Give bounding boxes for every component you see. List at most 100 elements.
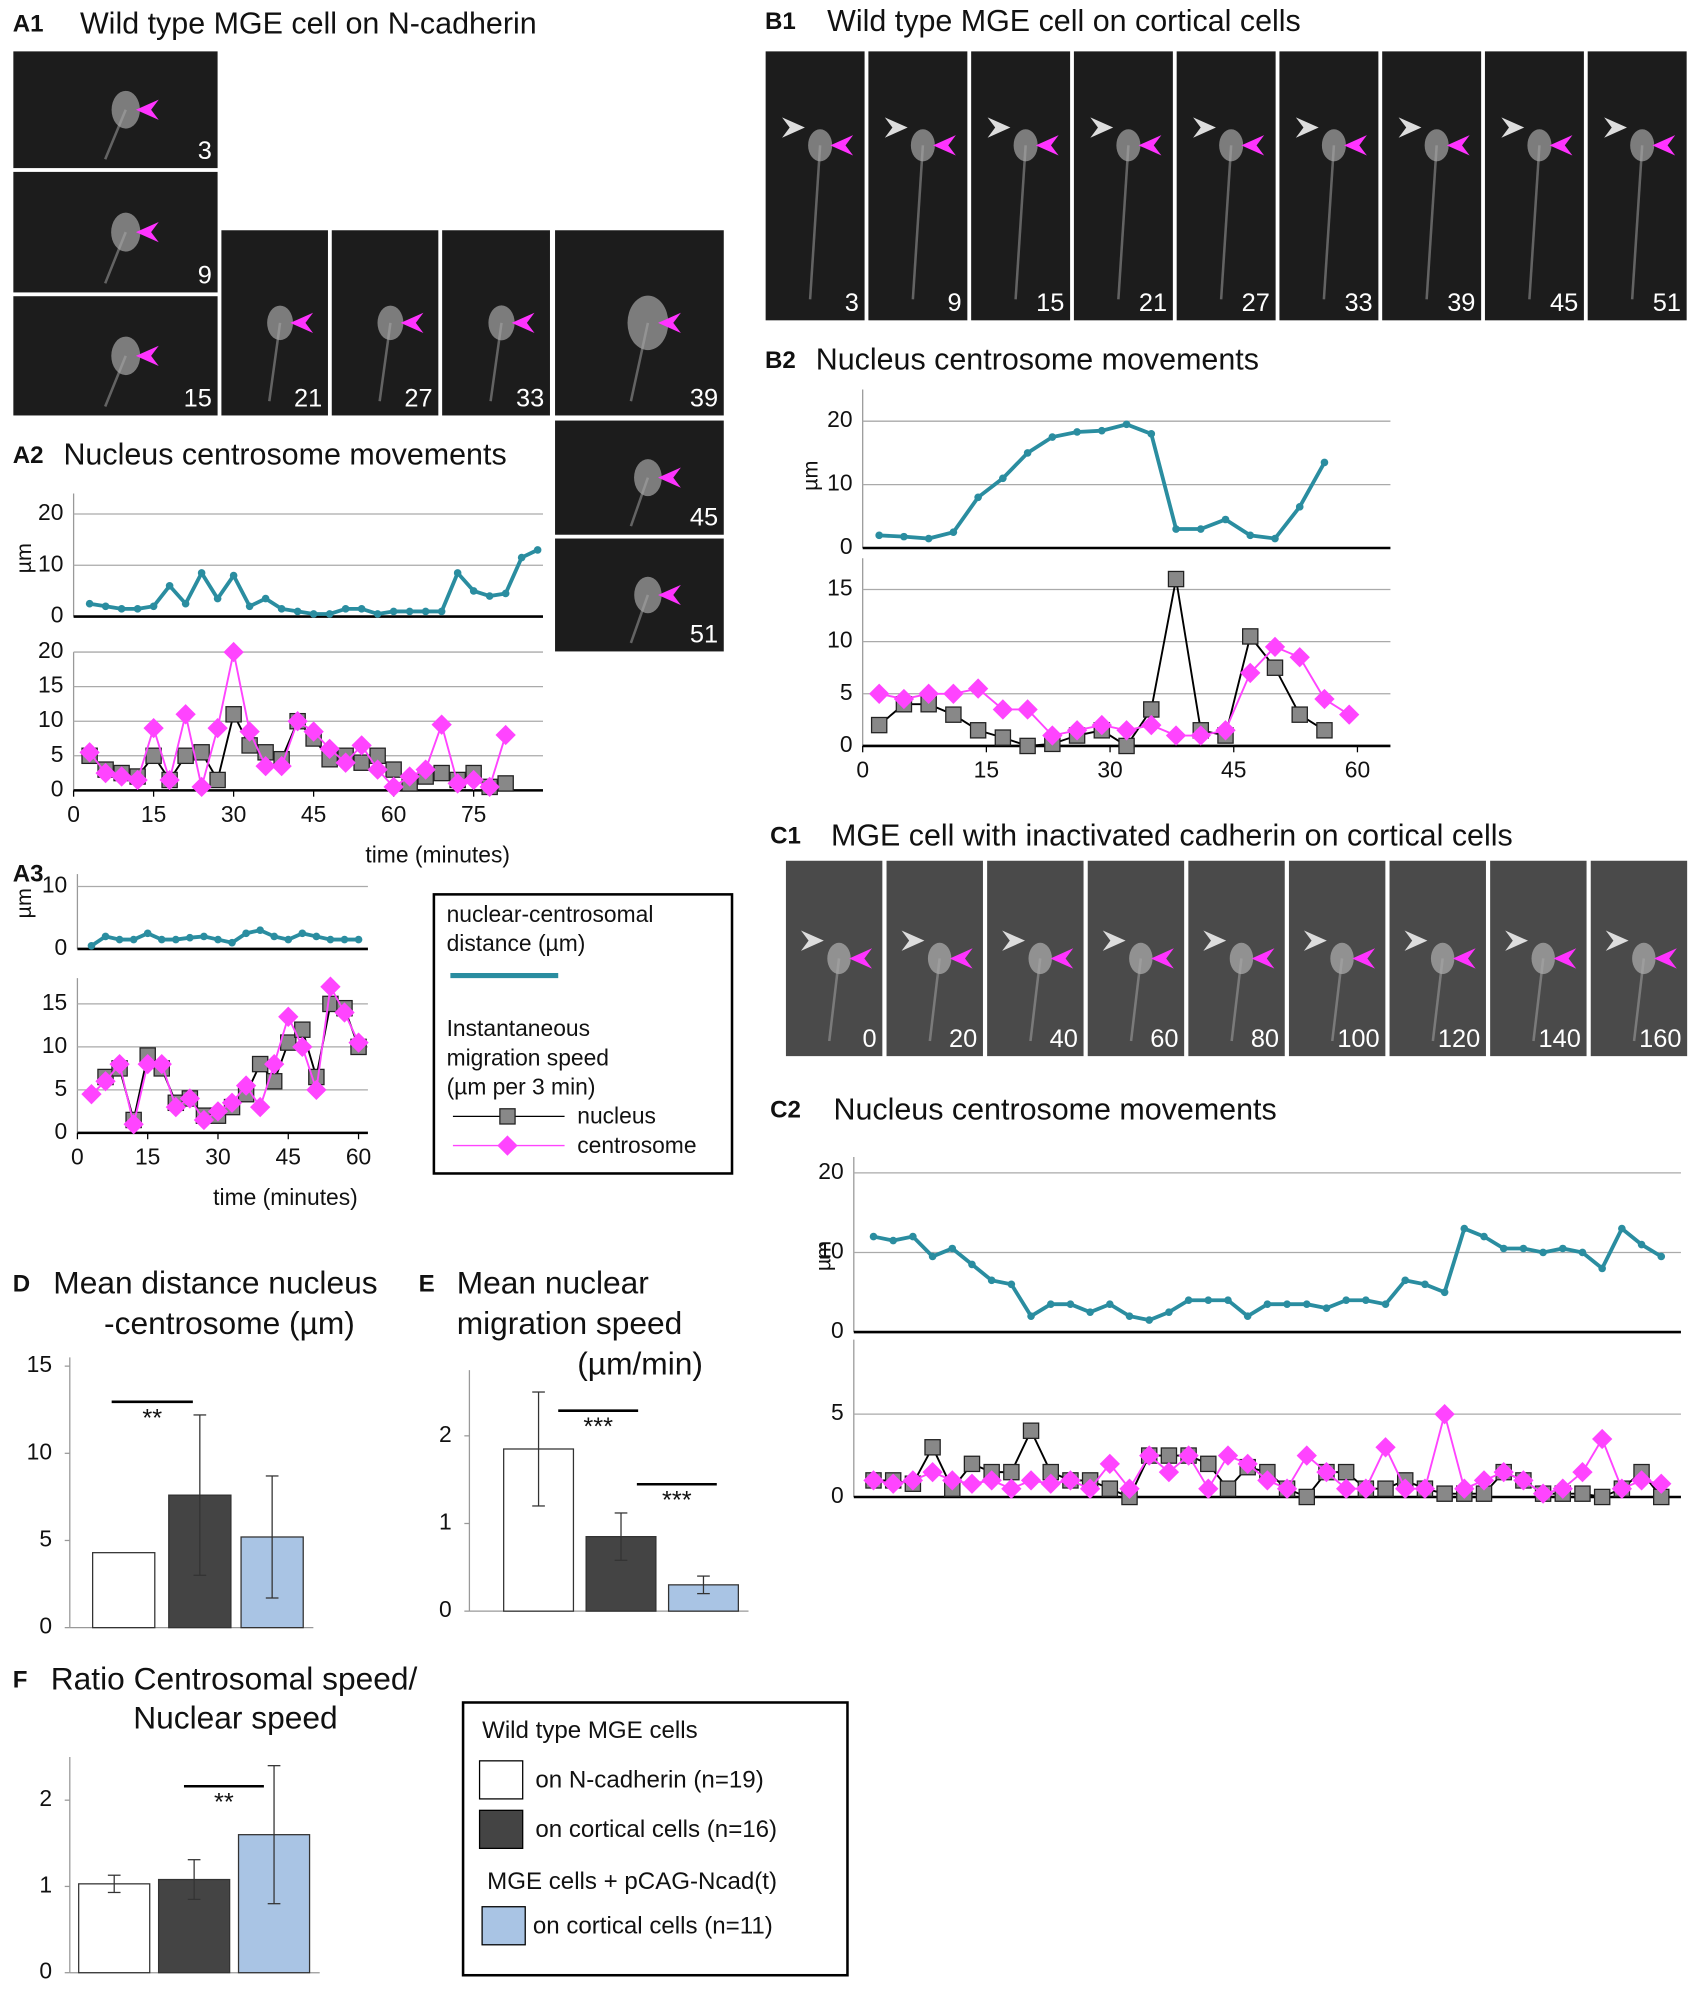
distance-marker <box>1145 1316 1154 1324</box>
chart-title: Nuclear speed <box>133 1700 337 1736</box>
centrosome-marker <box>943 683 964 704</box>
y-axis-label: µm <box>11 888 36 918</box>
chart-title: -centrosome (µm) <box>104 1305 355 1341</box>
arrowhead <box>1203 930 1227 951</box>
x-tick-label: 75 <box>461 801 486 827</box>
arrowhead <box>987 117 1011 138</box>
nucleus-marker <box>322 995 339 1013</box>
centrosome-marker <box>320 976 341 997</box>
cell-process <box>1230 958 1243 1042</box>
nucleus-marker <box>1436 1485 1453 1502</box>
arrowhead <box>658 467 681 488</box>
arrowhead <box>884 117 908 138</box>
centrosome-marker <box>902 1470 924 1491</box>
centrosome-marker <box>1139 1445 1160 1466</box>
nucleus-marker <box>1266 659 1284 676</box>
centrosome-marker <box>127 769 148 791</box>
y-axis-label: µm <box>810 1241 835 1271</box>
distance-marker <box>312 932 321 941</box>
significance-label: ** <box>142 1404 162 1432</box>
arrowhead <box>135 99 159 120</box>
cell-process <box>1219 145 1233 300</box>
distance-marker <box>129 935 138 944</box>
nucleus-marker <box>1593 1488 1611 1506</box>
y-tick-label: 0 <box>831 1317 844 1343</box>
centrosome-marker <box>1001 1478 1022 1499</box>
distance-marker <box>309 610 318 618</box>
y-tick-label: 20 <box>38 637 63 663</box>
panel-title: Wild type MGE cell on N-cadherin <box>80 6 537 40</box>
nucleus-marker <box>225 706 242 723</box>
centrosome-marker <box>175 704 196 725</box>
chart-label: A3 <box>13 861 44 888</box>
centrosome-marker <box>95 762 116 784</box>
arrowhead <box>1150 948 1174 969</box>
nucleus-marker <box>969 722 987 739</box>
frame-time: 0 <box>863 1025 877 1053</box>
distance-marker <box>115 935 124 944</box>
centrosome-marker <box>1611 1478 1633 1499</box>
distance-marker <box>501 589 510 598</box>
distance-marker <box>1342 1296 1350 1305</box>
distance-marker <box>101 932 110 941</box>
centrosome-marker <box>335 752 356 773</box>
distance-marker <box>133 605 142 613</box>
distance-marker <box>1106 1300 1114 1309</box>
frame-image <box>1586 50 1688 322</box>
distance-marker <box>1122 420 1131 429</box>
distance-marker <box>1243 1312 1252 1320</box>
centrosome-marker <box>1339 704 1360 725</box>
frame-image <box>1072 50 1175 322</box>
frame-time: 160 <box>1639 1025 1681 1053</box>
significance-label: *** <box>662 1487 692 1515</box>
distance-marker <box>999 474 1007 483</box>
centrosome-marker <box>869 683 890 704</box>
significance-label: ** <box>214 1789 234 1817</box>
legend-text: on cortical cells (n=11) <box>533 1912 773 1939</box>
cell-process <box>1331 958 1344 1042</box>
nucleus-marker <box>1316 722 1333 739</box>
centrosome-marker <box>992 699 1014 720</box>
y-tick-label: 2 <box>39 1785 52 1811</box>
y-tick-label: 0 <box>840 731 853 757</box>
x-tick-label: 0 <box>67 801 80 827</box>
x-tick-label: 30 <box>221 801 246 827</box>
centrosome-marker <box>1572 1461 1593 1483</box>
distance-marker <box>157 935 166 944</box>
distance-marker <box>389 607 398 616</box>
distance-marker <box>875 531 883 540</box>
arrowhead <box>1295 117 1319 138</box>
arrowhead <box>400 312 424 334</box>
centrosome-marker <box>1079 1478 1101 1499</box>
nucleus-marker <box>870 716 888 734</box>
centrosome-marker <box>1066 720 1088 741</box>
nucleus-marker <box>1167 570 1185 588</box>
frame-time: 39 <box>1447 289 1475 317</box>
nucleus-marker <box>1219 1480 1237 1497</box>
x-tick-label: 0 <box>71 1143 84 1169</box>
distance-marker <box>186 933 194 942</box>
centrosome-marker <box>191 776 212 798</box>
arrowhead <box>135 345 159 366</box>
y-tick-label: 15 <box>827 575 852 601</box>
centrosome-marker <box>1395 1478 1416 1499</box>
cell-process <box>1129 958 1143 1042</box>
distance-marker <box>357 605 366 613</box>
centrosome-marker <box>207 1101 229 1122</box>
distance-marker <box>340 935 349 944</box>
distance-marker <box>1421 1280 1429 1289</box>
frame-time: 80 <box>1251 1025 1279 1053</box>
centrosome-marker <box>1099 1453 1120 1475</box>
chart-label: D <box>13 1270 30 1297</box>
frame-time: 45 <box>690 504 718 532</box>
distance-marker <box>149 602 158 611</box>
arrowhead <box>1604 117 1627 138</box>
distance-marker <box>1362 1296 1370 1305</box>
distance-marker <box>1322 1304 1331 1312</box>
distance-marker <box>1125 1312 1134 1320</box>
y-tick-label: 0 <box>831 1482 844 1508</box>
x-tick-label: 30 <box>205 1143 230 1169</box>
distance-marker <box>1184 1296 1193 1305</box>
centrosome-marker <box>1414 1478 1436 1499</box>
